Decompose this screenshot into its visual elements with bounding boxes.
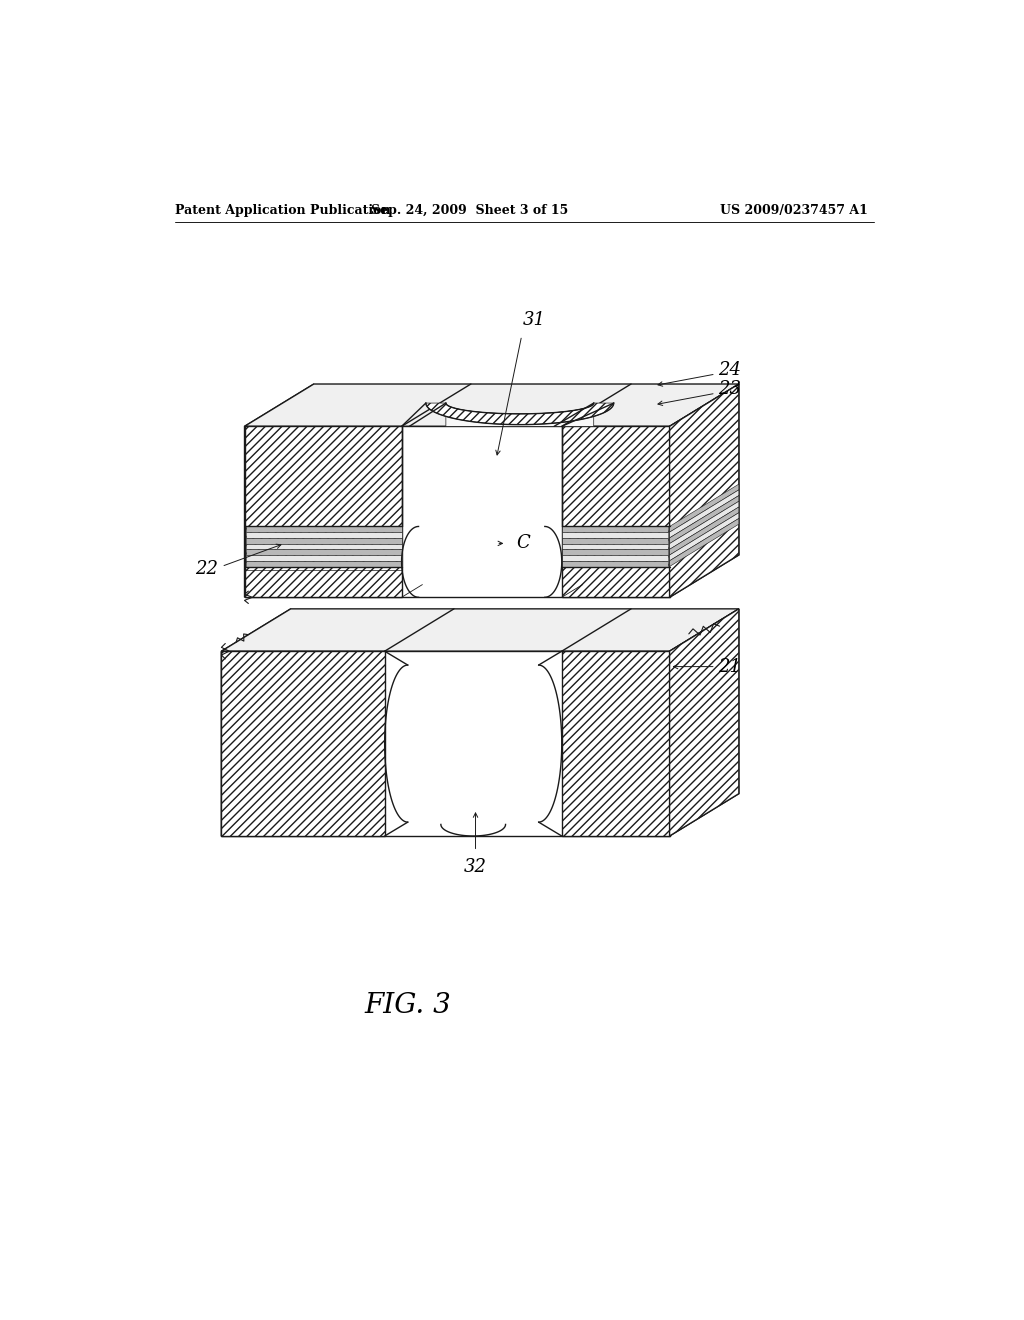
- Polygon shape: [670, 609, 739, 836]
- Polygon shape: [445, 403, 594, 426]
- Polygon shape: [670, 519, 739, 566]
- Polygon shape: [221, 609, 291, 836]
- Text: Patent Application Publication: Patent Application Publication: [175, 205, 391, 218]
- Polygon shape: [670, 490, 739, 539]
- Text: FIG. 3: FIG. 3: [365, 991, 452, 1019]
- Text: US 2009/0237457 A1: US 2009/0237457 A1: [720, 205, 868, 218]
- Polygon shape: [670, 609, 739, 836]
- Polygon shape: [245, 426, 670, 597]
- Polygon shape: [562, 651, 670, 836]
- Polygon shape: [562, 532, 668, 539]
- Polygon shape: [562, 527, 668, 532]
- Polygon shape: [670, 384, 739, 597]
- Text: 22: 22: [196, 560, 218, 578]
- Polygon shape: [426, 403, 613, 425]
- Polygon shape: [246, 554, 401, 561]
- Text: C: C: [516, 535, 530, 552]
- Polygon shape: [245, 426, 401, 597]
- Polygon shape: [670, 507, 739, 554]
- Polygon shape: [246, 532, 401, 539]
- Polygon shape: [670, 495, 739, 544]
- Text: 32: 32: [464, 858, 487, 875]
- Text: 23: 23: [718, 380, 741, 399]
- Polygon shape: [562, 561, 668, 566]
- Polygon shape: [221, 651, 670, 836]
- Polygon shape: [670, 484, 739, 532]
- Polygon shape: [246, 539, 401, 544]
- Polygon shape: [562, 539, 668, 544]
- Polygon shape: [245, 384, 313, 597]
- Polygon shape: [246, 549, 401, 554]
- Polygon shape: [670, 502, 739, 549]
- Polygon shape: [246, 561, 401, 566]
- Polygon shape: [562, 554, 668, 561]
- Text: 24: 24: [718, 362, 741, 379]
- Polygon shape: [245, 384, 739, 426]
- Polygon shape: [562, 549, 668, 554]
- Polygon shape: [246, 544, 401, 549]
- Polygon shape: [221, 609, 739, 651]
- Text: Sep. 24, 2009  Sheet 3 of 15: Sep. 24, 2009 Sheet 3 of 15: [371, 205, 568, 218]
- Polygon shape: [246, 527, 401, 532]
- Polygon shape: [670, 512, 739, 561]
- Text: 21: 21: [718, 657, 741, 676]
- Polygon shape: [562, 426, 670, 597]
- Polygon shape: [562, 544, 668, 549]
- Polygon shape: [221, 651, 385, 836]
- Polygon shape: [670, 384, 739, 597]
- Text: 31: 31: [523, 312, 546, 330]
